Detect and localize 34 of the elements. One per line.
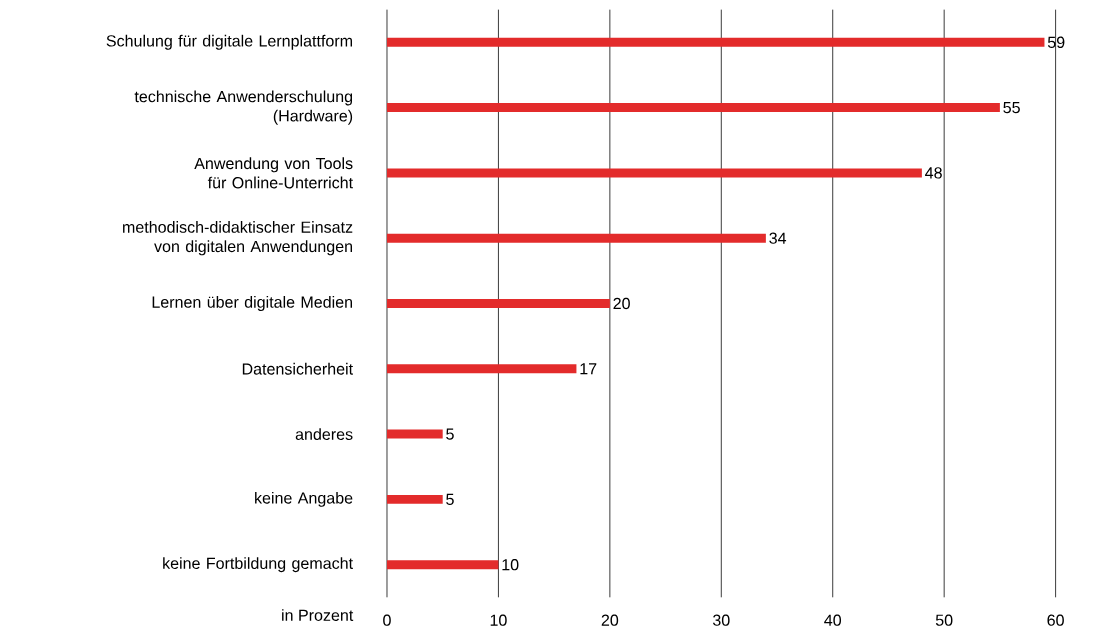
- y-tick-label: keine Fortbildung gemacht: [163, 557, 353, 573]
- x-tick-label: 40: [824, 614, 842, 626]
- y-tick-label: Datensicherheit: [242, 362, 353, 375]
- data-label: 5: [446, 493, 454, 506]
- x-tick-label: 0: [383, 614, 391, 626]
- y-tick-label: anderes: [295, 428, 353, 441]
- data-label: 17: [580, 363, 597, 375]
- data-label: 20: [613, 297, 630, 310]
- bar: [386, 233, 766, 243]
- bar: [386, 299, 610, 309]
- data-label: 55: [1003, 102, 1020, 114]
- x-tick-label: 10: [490, 614, 507, 626]
- bar: [386, 364, 577, 374]
- data-label: 34: [769, 232, 787, 244]
- y-tick-label: keine Angabe: [255, 491, 353, 507]
- y-tick-label: methodisch-didaktischer Einsatz von digitalen Anwendungen: [123, 221, 353, 256]
- y-tick-label: Lernen über digitale Medien: [152, 296, 352, 312]
- data-label: 10: [502, 559, 519, 571]
- x-tick-label: 60: [1047, 614, 1064, 626]
- bar: [386, 494, 443, 504]
- bar: [386, 103, 1000, 113]
- bar: [386, 560, 499, 570]
- data-label: 48: [925, 167, 942, 179]
- bar: [386, 37, 1045, 47]
- x-axis-title: in Prozent: [282, 609, 354, 622]
- bar: [386, 168, 922, 178]
- bar: [386, 429, 443, 439]
- x-tick-label: 50: [935, 614, 953, 626]
- y-tick-label: Schulung für digitale Lernplattform: [106, 34, 352, 50]
- y-tick-label: Anwendung von Tools für Online-Unterricht: [194, 157, 353, 189]
- y-tick-label: technische Anwenderschulung (Hardware): [134, 90, 353, 125]
- data-label: 5: [446, 428, 454, 440]
- x-tick-label: 30: [712, 614, 730, 626]
- x-tick-label: 20: [601, 614, 619, 626]
